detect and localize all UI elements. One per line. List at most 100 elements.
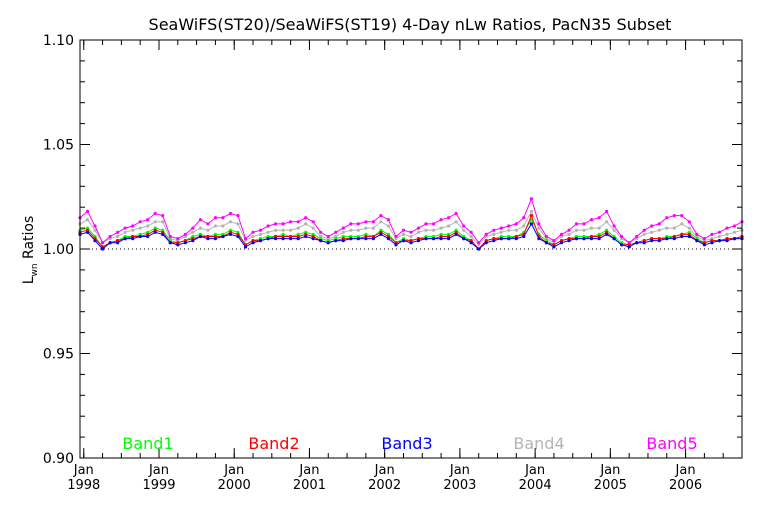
y-tick-label: 1.10 <box>43 33 74 49</box>
data-point-band3 <box>589 237 594 241</box>
data-point-band4 <box>93 228 97 232</box>
data-point-band4 <box>672 226 676 230</box>
x-tick-month: Jan <box>599 463 620 478</box>
data-point-band4 <box>492 232 496 236</box>
data-point-band5 <box>266 224 270 228</box>
data-point-band4 <box>198 226 202 230</box>
data-point-band3 <box>409 241 413 245</box>
data-point-band4 <box>228 220 233 224</box>
data-point-band3 <box>93 239 97 243</box>
data-point-band3 <box>514 237 518 241</box>
data-point-band4 <box>567 232 571 236</box>
y-tick-label: 0.90 <box>43 451 74 467</box>
x-tick-month: Jan <box>675 463 696 478</box>
data-point-band3 <box>710 241 714 245</box>
data-point-band3 <box>725 239 729 243</box>
data-point-band4 <box>274 228 278 232</box>
data-point-band3 <box>469 241 473 245</box>
data-point-band4 <box>236 222 240 226</box>
data-point-band3 <box>492 239 496 243</box>
data-point-band3 <box>266 237 270 241</box>
data-point-band4 <box>304 222 308 226</box>
data-point-band5 <box>258 228 263 232</box>
data-point-band4 <box>281 228 285 232</box>
y-tick-label: 1.00 <box>43 242 74 258</box>
data-point-band5 <box>507 224 511 228</box>
data-point-band3 <box>123 237 127 241</box>
data-point-band4 <box>131 228 135 232</box>
data-point-band5 <box>221 216 225 220</box>
data-point-band5 <box>243 237 248 241</box>
data-point-band4 <box>717 234 722 239</box>
data-point-band3 <box>552 245 556 249</box>
data-point-band5 <box>93 224 97 228</box>
data-point-band5 <box>176 237 180 241</box>
data-point-band5 <box>191 226 195 230</box>
data-point-band5 <box>589 218 594 222</box>
data-point-band3 <box>507 237 511 241</box>
chart-title: SeaWiFS(ST20)/SeaWiFS(ST19) 4-Day nLw Ra… <box>149 15 672 34</box>
data-point-band5 <box>153 211 157 216</box>
data-point-band5 <box>514 222 518 226</box>
data-point-band3 <box>213 237 217 241</box>
data-point-band4 <box>529 209 534 213</box>
data-point-band4 <box>612 228 616 232</box>
data-point-band5 <box>687 220 691 224</box>
data-point-band3 <box>131 237 135 241</box>
data-point-band5 <box>371 220 375 224</box>
data-point-band4 <box>605 220 609 224</box>
data-point-band4 <box>409 234 413 239</box>
data-point-band3 <box>334 239 338 243</box>
y-tick-label: 1.05 <box>43 138 74 154</box>
data-point-band5 <box>379 214 383 218</box>
x-tick-month: Jan <box>449 463 470 478</box>
data-point-band3 <box>356 237 360 241</box>
data-point-band3 <box>574 237 579 241</box>
data-point-band5 <box>680 214 684 218</box>
data-point-band5 <box>213 216 217 220</box>
data-point-band3 <box>198 234 202 239</box>
legend-layer: Band1 Band2 Band3 Band4 Band5 <box>122 434 697 453</box>
data-point-band3 <box>732 237 737 241</box>
data-point-band4 <box>116 234 120 239</box>
data-point-band4 <box>153 220 157 224</box>
data-point-band3 <box>582 237 586 241</box>
data-point-band5 <box>416 226 421 230</box>
data-point-band5 <box>146 218 150 222</box>
data-point-band4 <box>447 224 451 228</box>
data-point-band3 <box>296 237 300 241</box>
data-point-band3 <box>371 237 375 241</box>
data-point-band4 <box>582 228 586 232</box>
data-point-band4 <box>386 224 390 228</box>
data-point-band5 <box>85 209 90 213</box>
data-point-band3 <box>394 243 398 247</box>
data-point-band5 <box>281 222 285 226</box>
data-point-band4 <box>522 224 526 228</box>
data-point-band4 <box>258 232 263 236</box>
data-point-band5 <box>161 214 165 218</box>
data-point-band5 <box>657 222 661 226</box>
series-layer <box>78 197 744 251</box>
data-point-band3 <box>85 230 90 234</box>
data-point-band3 <box>665 237 669 241</box>
data-point-band4 <box>439 226 443 230</box>
data-point-band3 <box>289 237 293 241</box>
data-point-band3 <box>221 234 225 239</box>
data-point-band3 <box>484 241 488 245</box>
data-point-band5 <box>492 228 496 232</box>
data-point-band3 <box>101 247 105 251</box>
data-point-band5 <box>537 222 541 226</box>
y-axis-label-sub: wn <box>30 263 40 276</box>
data-point-band4 <box>146 224 150 228</box>
x-tick-year: 2005 <box>594 478 627 493</box>
data-point-band4 <box>680 222 684 226</box>
data-point-band4 <box>589 226 594 230</box>
data-point-band3 <box>620 243 624 247</box>
data-point-band5 <box>544 234 549 239</box>
data-point-band3 <box>386 237 390 241</box>
data-point-band3 <box>108 241 112 245</box>
x-tick-year: 2002 <box>368 478 401 493</box>
data-point-band3 <box>605 232 609 236</box>
data-point-band4 <box>401 232 406 236</box>
